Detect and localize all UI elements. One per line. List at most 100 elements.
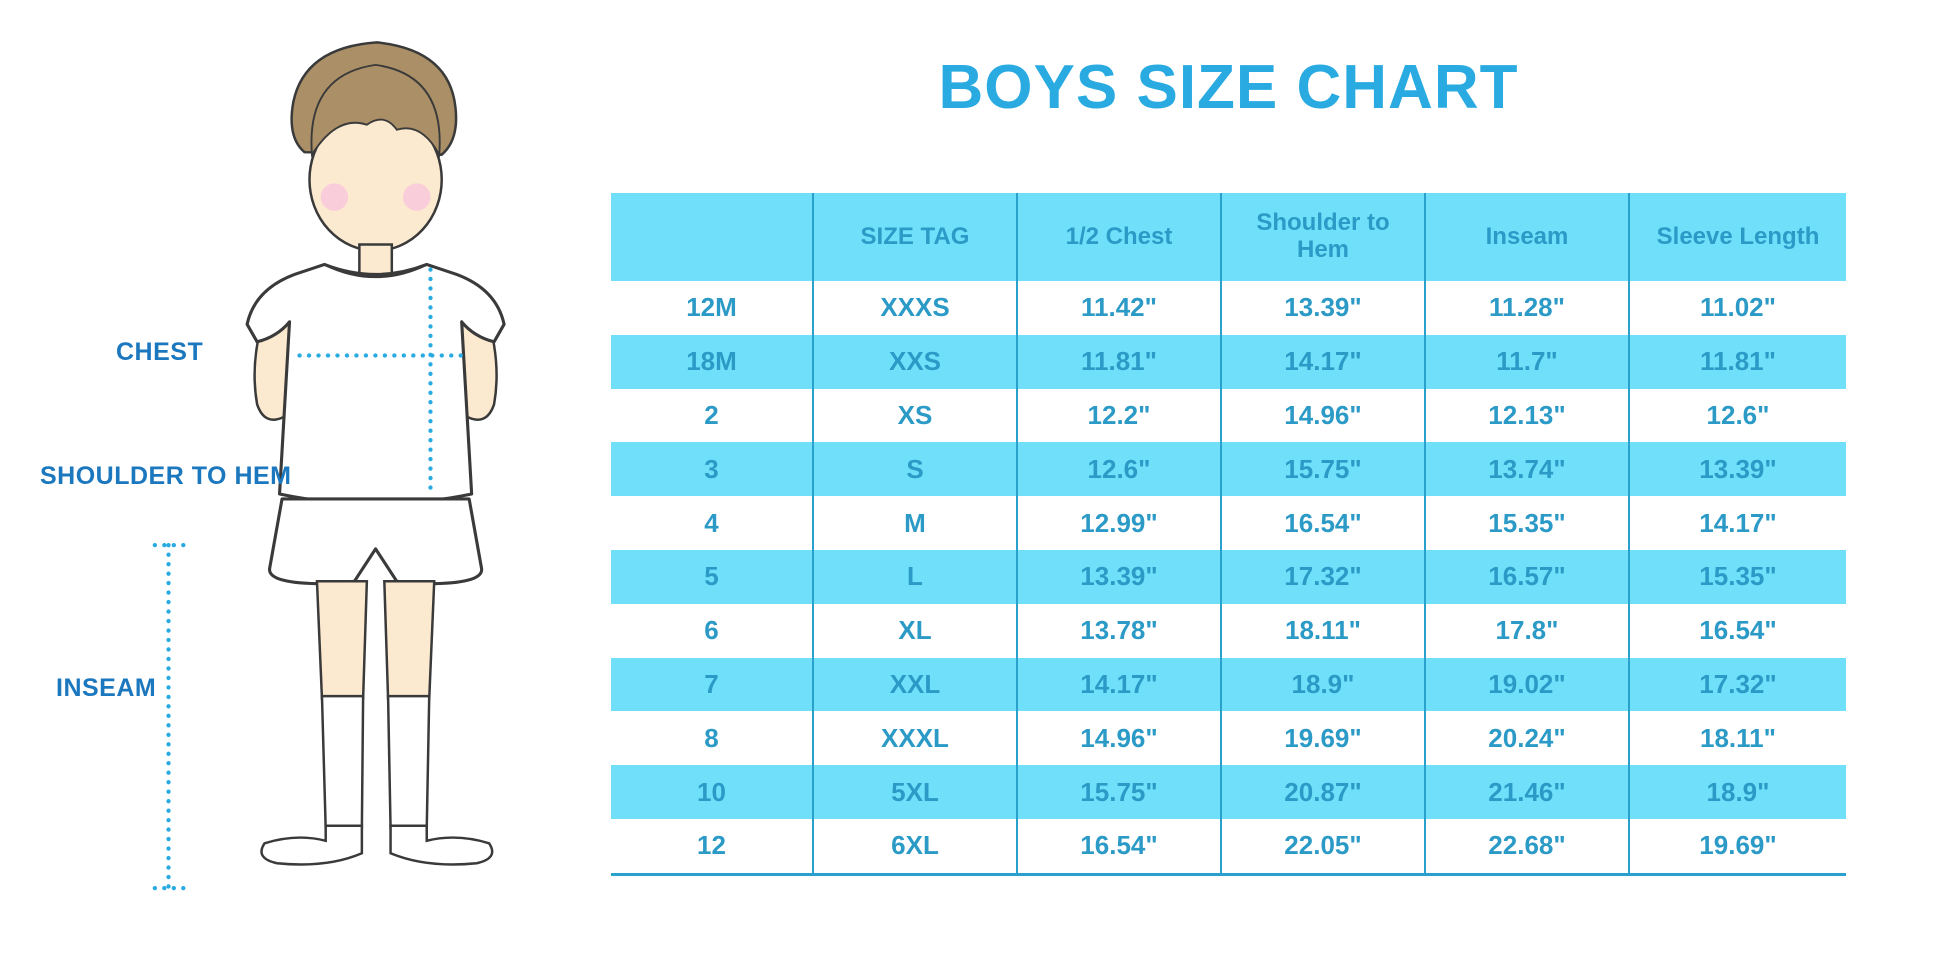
- table-cell: 14.17": [1699, 507, 1777, 538]
- table-header-cell: SIZE TAG: [814, 193, 1018, 281]
- boy-neck: [358, 243, 394, 276]
- table-cell: 18.11": [1700, 722, 1776, 753]
- table-cell: 11.81": [1700, 346, 1776, 377]
- table-cell: 15.75": [1018, 765, 1222, 819]
- table-cell: 19.69": [1222, 711, 1426, 766]
- table-cell: 13.39": [1018, 549, 1222, 604]
- inseam-label: INSEAM: [56, 674, 157, 702]
- table-cell: 18.11": [1222, 603, 1426, 658]
- table-cell: 2: [611, 388, 814, 443]
- table-cell: 13.78": [1018, 603, 1222, 658]
- table-row: 18M XXS 11.81" 14.17" 11.7" 11.81": [611, 334, 1846, 389]
- table-cell: 12M: [611, 281, 814, 335]
- chest-label: CHEST: [116, 338, 204, 366]
- table-cell: XS: [814, 388, 1018, 443]
- table-cell: 4: [611, 496, 814, 550]
- table-cell: XXS: [814, 334, 1018, 389]
- table-cell: 19.69": [1699, 830, 1777, 861]
- table-cell: 11.02": [1700, 292, 1776, 323]
- table-header-cell: Sleeve Length: [1656, 222, 1820, 250]
- table-cell: XXXL: [814, 711, 1018, 766]
- boy-cheek-left: [320, 183, 349, 211]
- page-title: BOYS SIZE CHART: [938, 53, 1519, 122]
- table-cell: 13.39": [1222, 281, 1426, 335]
- table-row: 4 M 12.99" 16.54" 15.35" 14.17": [611, 496, 1846, 550]
- table-cell: 22.68": [1426, 818, 1630, 873]
- table-header-cell: Shoulder to Hem: [1222, 193, 1426, 281]
- boy-sock-left: [320, 694, 365, 830]
- table-cell: 3: [611, 442, 814, 497]
- table-cell: 6: [611, 603, 814, 658]
- boy-shoe-right: [389, 824, 494, 866]
- table-cell: 18.9": [1706, 776, 1770, 807]
- boy-cheek-right: [403, 183, 431, 211]
- table-cell: 11.42": [1018, 281, 1222, 335]
- table-row: 3 S 12.6" 15.75" 13.74" 13.39": [611, 442, 1846, 497]
- table-cell: 11.81": [1018, 334, 1222, 389]
- table-cell: 15.35": [1426, 496, 1630, 550]
- table-cell: 17.8": [1426, 603, 1630, 658]
- table-cell: 15.75": [1222, 442, 1426, 497]
- table-cell: 11.28": [1426, 281, 1630, 335]
- table-cell: XXL: [814, 657, 1018, 712]
- table-cell: 12.6": [1018, 442, 1222, 497]
- table-cell: 19.02": [1426, 657, 1630, 712]
- table-row: 6 XL 13.78" 18.11" 17.8" 16.54": [611, 603, 1846, 658]
- table-cell: 11.7": [1426, 334, 1630, 389]
- table-cell: XXXS: [814, 281, 1018, 335]
- table-cell: XL: [814, 603, 1018, 658]
- table-cell: 12.6": [1706, 399, 1770, 430]
- table-cell: 7: [611, 657, 814, 712]
- table-cell: 16.54": [1699, 615, 1777, 646]
- table-cell: 20.24": [1426, 711, 1630, 766]
- table-cell: 12.99": [1018, 496, 1222, 550]
- table-cell: 14.96": [1222, 388, 1426, 443]
- table-row: 5 L 13.39" 17.32" 16.57" 15.35": [611, 549, 1846, 604]
- table-cell: 5XL: [814, 765, 1018, 819]
- table-cell: 16.54": [1222, 496, 1426, 550]
- table-cell: 18M: [611, 334, 814, 389]
- table-cell: 5: [611, 549, 814, 604]
- size-table: SIZE TAG 1/2 Chest Shoulder to Hem Inseam Sl…: [611, 193, 1846, 876]
- boy-hair-fringe: [310, 63, 441, 158]
- table-cell: 6XL: [814, 818, 1018, 873]
- boy-illustration: [152, 41, 506, 891]
- table-cell: L: [814, 549, 1018, 604]
- table-row: 2 XS 12.2" 14.96" 12.13" 12.6": [611, 388, 1846, 443]
- table-cell: 22.05": [1222, 818, 1426, 873]
- table-cell: 10: [611, 765, 814, 819]
- table-cell: 17.32": [1699, 668, 1777, 699]
- table-cell: 12.2": [1018, 388, 1222, 443]
- table-cell: 15.35": [1699, 561, 1777, 592]
- table-cell: 16.54": [1018, 818, 1222, 873]
- table-row: 10 5XL 15.75" 20.87" 21.46" 18.9": [611, 765, 1846, 819]
- table-cell: 12: [611, 818, 814, 873]
- boy-shorts: [268, 497, 484, 586]
- table-cell: 20.87": [1222, 765, 1426, 819]
- boy-leg-right: [383, 580, 436, 700]
- table-cell: 12.13": [1426, 388, 1630, 443]
- boy-sock-right: [386, 694, 431, 830]
- table-header-cell: 1/2 Chest: [1018, 193, 1222, 281]
- shoulder-to-hem-label: SHOULDER TO HEM: [40, 462, 292, 490]
- table-cell: 17.32": [1222, 549, 1426, 604]
- table-header-row: SIZE TAG 1/2 Chest Shoulder to Hem Inseam Sl…: [611, 193, 1846, 281]
- table-row: 12M XXXS 11.42" 13.39" 11.28" 11.02": [611, 281, 1846, 335]
- table-header-cell: [611, 193, 814, 281]
- table-header-cell: Inseam: [1426, 193, 1630, 281]
- table-cell: 14.17": [1222, 334, 1426, 389]
- table-cell: 21.46": [1426, 765, 1630, 819]
- table-cell: 14.17": [1018, 657, 1222, 712]
- table-cell: 18.9": [1222, 657, 1426, 712]
- boy-leg-left: [315, 580, 369, 700]
- table-cell: 13.39": [1699, 453, 1777, 484]
- boy-tshirt-collar: [323, 263, 428, 279]
- table-cell: 8: [611, 711, 814, 766]
- table-cell: M: [814, 496, 1018, 550]
- boy-shoe-left: [260, 824, 364, 866]
- table-cell: S: [814, 442, 1018, 497]
- table-row: 8 XXXL 14.96" 19.69" 20.24" 18.11": [611, 711, 1846, 766]
- table-row: 7 XXL 14.17" 18.9" 19.02" 17.32": [611, 657, 1846, 712]
- table-row: 12 6XL 16.54" 22.05" 22.68" 19.69": [611, 818, 1846, 873]
